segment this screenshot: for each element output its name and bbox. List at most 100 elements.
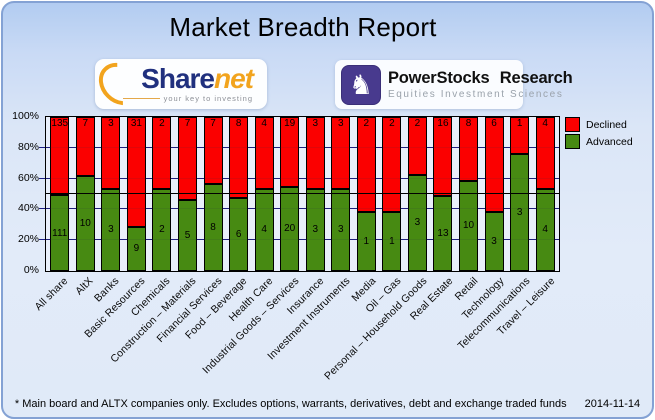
- y-tick-label-100: 100%: [12, 110, 39, 122]
- declined-value-label: 2: [389, 118, 395, 129]
- segment-advanced: 9: [126, 226, 146, 271]
- legend-label-declined: Declined: [586, 118, 627, 131]
- segment-advanced: 10: [75, 176, 95, 271]
- segment-declined: 7: [203, 117, 223, 184]
- segment-declined: 4: [535, 117, 555, 189]
- legend: Declined Advanced: [565, 116, 633, 150]
- footer: * Main board and ALTX companies only. Ex…: [3, 398, 652, 410]
- bar-altx: 7 10: [75, 117, 95, 271]
- page-title: Market Breadth Report: [169, 12, 437, 42]
- advanced-value-label: 10: [462, 220, 475, 232]
- segment-declined: 2: [356, 117, 376, 212]
- segment-advanced: 1: [356, 211, 376, 271]
- bar-real-estate: 16 13: [433, 117, 453, 271]
- advanced-value-label: 8: [210, 221, 216, 233]
- advanced-value-label: 3: [108, 224, 114, 236]
- declined-value-label: 7: [210, 118, 216, 129]
- gridline-overlay-40: [46, 208, 559, 210]
- declined-value-label: 135: [51, 118, 69, 129]
- footer-disclaimer: * Main board and ALTX companies only. Ex…: [14, 398, 567, 410]
- sharenet-tagline-rule: [123, 98, 160, 99]
- segment-declined: 3: [331, 117, 351, 189]
- advanced-value-label: 3: [414, 217, 421, 229]
- declined-swatch-icon: [565, 117, 580, 132]
- advanced-value-label: 1: [389, 235, 395, 247]
- gridline-60: [46, 177, 559, 179]
- declined-value-label: 2: [414, 118, 421, 129]
- segment-advanced: 3: [305, 188, 325, 271]
- segment-advanced: 2: [152, 188, 172, 271]
- sharenet-wordmark: Sharenet: [141, 63, 254, 94]
- segment-advanced: 3: [407, 174, 427, 271]
- sharenet-word-share: Share: [141, 63, 215, 94]
- advanced-value-label: 3: [312, 224, 319, 236]
- bar-industrial-goods-services: 19 20: [280, 117, 300, 271]
- bar-basic-resources: 31 9: [126, 117, 146, 271]
- advanced-value-label: 3: [491, 235, 497, 247]
- segment-advanced: 20: [280, 186, 300, 271]
- declined-value-label: 3: [108, 118, 114, 129]
- advanced-value-label: 3: [338, 224, 344, 236]
- fifty-percent-reference-line: [46, 193, 559, 194]
- gridline-overlay-20: [46, 239, 559, 241]
- declined-value-label: 3: [338, 118, 344, 129]
- segment-declined: 3: [305, 117, 325, 189]
- segment-advanced: 6: [229, 198, 249, 271]
- declined-value-label: 4: [542, 118, 548, 129]
- declined-value-label: 1: [516, 118, 523, 129]
- sharenet-word-net: net: [214, 63, 254, 94]
- segment-advanced: 10: [459, 180, 479, 271]
- plot-area: 135 111 7 10 3 3 31 9 2 2 7 5 7 8 8 6 4 4 19 20 3 3 3 3 2 1 2 1 2 3 16…: [45, 116, 560, 272]
- segment-declined: 7: [178, 117, 197, 201]
- declined-value-label: 2: [159, 118, 165, 129]
- y-tick-label-40: 40%: [17, 202, 39, 215]
- gridline-40: [46, 208, 559, 210]
- advanced-value-label: 4: [261, 224, 267, 236]
- segment-declined: 19: [280, 117, 300, 187]
- footer-date: 2014-11-14: [584, 398, 641, 410]
- sharenet-logo: Sharenet your key to investing: [90, 54, 267, 114]
- legend-item-advanced: Advanced: [565, 133, 633, 150]
- segment-declined: 8: [229, 117, 249, 199]
- advanced-value-label: 2: [159, 224, 165, 236]
- declined-value-label: 8: [235, 118, 242, 129]
- segment-declined: 16: [433, 117, 453, 196]
- segment-declined: 1: [510, 117, 530, 154]
- chess-knight-icon: ♞: [341, 64, 381, 105]
- legend-label-advanced: Advanced: [586, 135, 633, 148]
- declined-value-label: 2: [363, 118, 370, 129]
- legend-item-declined: Declined: [565, 116, 633, 133]
- segment-advanced: 13: [433, 195, 453, 271]
- declined-value-label: 16: [437, 118, 449, 129]
- y-tick-label-60: 60%: [17, 171, 39, 184]
- segment-advanced: 3: [484, 211, 504, 271]
- sharenet-tagline: your key to investing: [163, 94, 253, 103]
- advanced-value-label: 13: [437, 227, 449, 239]
- segment-declined: 4: [254, 117, 274, 189]
- bar-all-share: 135 111: [50, 117, 70, 271]
- y-tick-mark-60: [39, 177, 45, 179]
- segment-advanced: 111: [50, 195, 70, 271]
- advanced-value-label: 4: [542, 224, 548, 236]
- segment-advanced: 5: [178, 200, 197, 271]
- bars-container: 135 111 7 10 3 3 31 9 2 2 7 5 7 8 8 6 4 4 19 20 3 3 3 3 2 1 2 1 2 3 16…: [46, 117, 559, 271]
- advanced-value-label: 5: [184, 230, 191, 242]
- advanced-value-label: 6: [235, 229, 242, 241]
- segment-declined: 3: [101, 117, 121, 189]
- segment-declined: 31: [126, 117, 146, 227]
- advanced-value-label: 1: [363, 235, 370, 247]
- gridline-overlay-80: [46, 146, 559, 148]
- y-tick-label-0: 0%: [23, 264, 39, 276]
- y-tick-label-80: 80%: [17, 140, 39, 153]
- declined-value-label: 7: [82, 118, 89, 129]
- declined-value-label: 19: [284, 118, 296, 129]
- advanced-value-label: 20: [284, 223, 296, 235]
